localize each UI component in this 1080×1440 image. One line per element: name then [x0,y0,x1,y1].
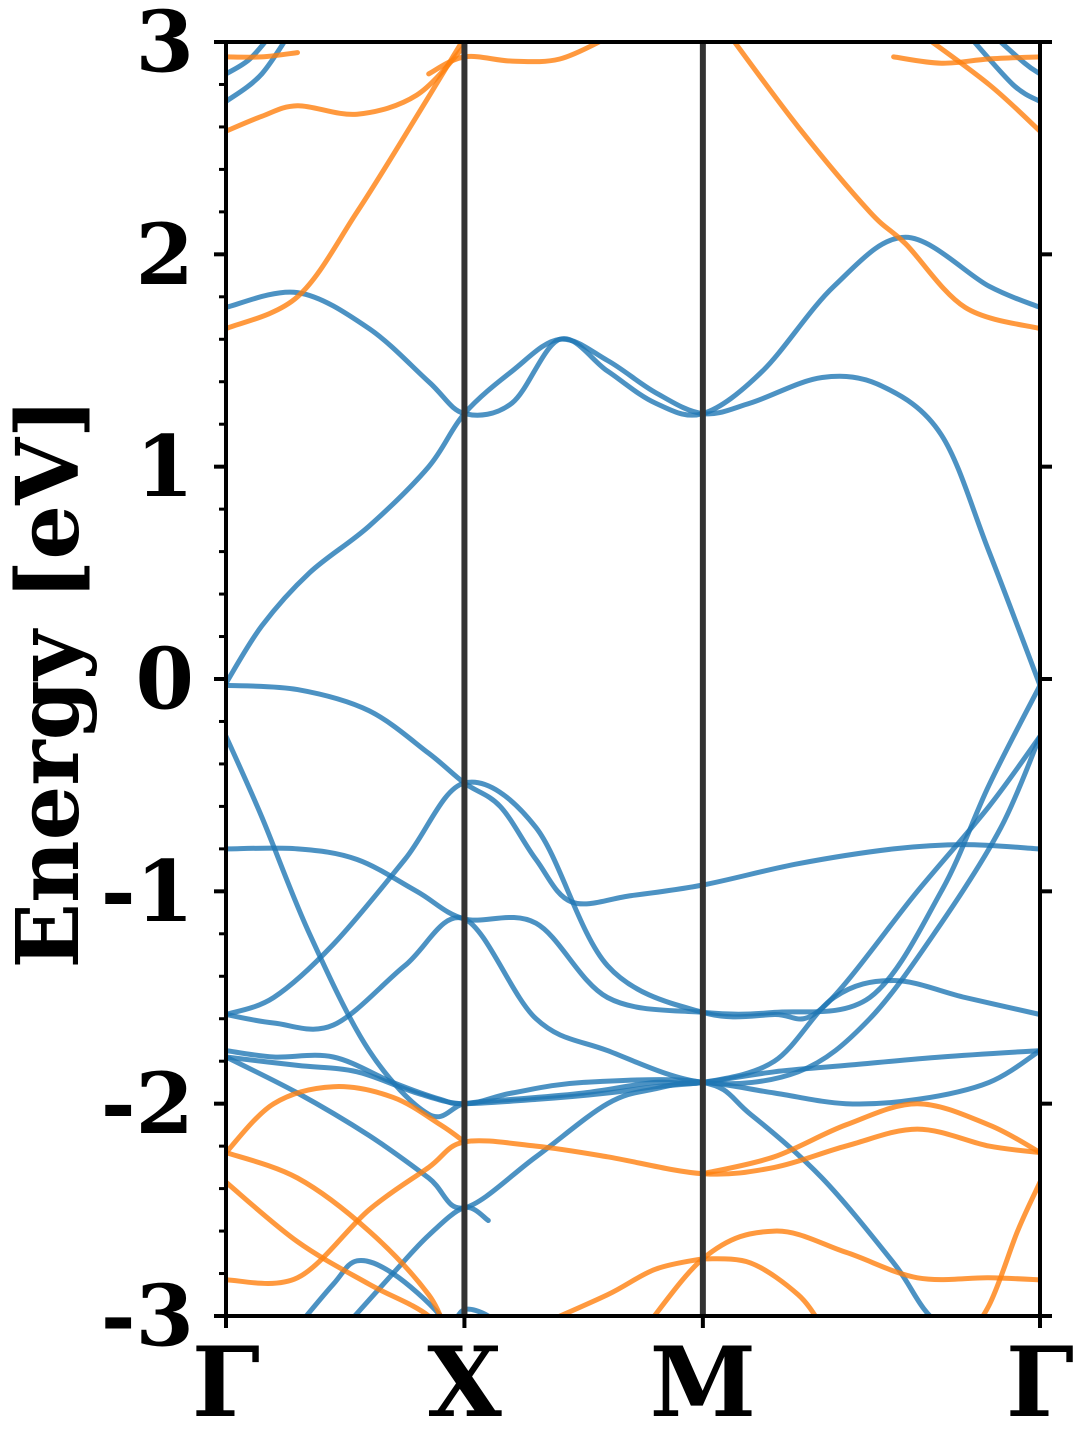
band-line-16 [996,42,1040,77]
high-symmetry-lines [461,42,706,1316]
band-line-31 [980,1179,1040,1316]
band-line-11 [351,1204,491,1316]
band-line-21 [731,42,1040,332]
band-line-13 [226,42,288,104]
band-line-28 [553,1256,706,1316]
band-line-18 [226,43,467,134]
band-line-4 [226,733,1040,1022]
x-tick-label: M [650,1326,756,1439]
band-line-2 [226,682,1040,907]
band-line-29 [700,1256,819,1316]
y-axis-label: Energy [eV] [0,398,99,969]
y-tick-label: 1 [136,417,194,516]
x-tick-label: X [427,1326,502,1439]
band-lines [226,42,1040,1316]
y-tick-label: -2 [101,1054,194,1153]
y-tick-label: 3 [136,0,194,92]
band-line-20 [226,50,300,60]
band-line-27 [226,1179,433,1316]
x-tick-label: Γ [1006,1326,1074,1439]
y-tick-label: 2 [136,205,194,304]
band-line-30 [700,1101,1040,1177]
band-line-3 [226,682,1040,1017]
x-tick-label: Γ [192,1326,260,1439]
band-line-17 [226,42,465,332]
y-tick-label: 0 [136,630,194,729]
band-line-12 [455,1306,493,1316]
y-axis-ticks: -3 -2 -1 0 1 2 3 [101,0,1052,1366]
band-line-26 [226,1126,1040,1286]
band-line-5 [226,733,1040,1087]
band-line-24 [226,1084,467,1155]
y-tick-label: -3 [101,1267,194,1366]
y-tick-label: -1 [101,842,194,941]
band-line-0 [226,336,1040,688]
band-line-8 [226,1048,1040,1211]
band-line-19 [426,42,605,77]
band-line-1 [226,234,1040,418]
band-line-7 [226,1048,1040,1107]
band-line-25 [226,1150,1040,1316]
band-line-22 [891,54,1040,66]
